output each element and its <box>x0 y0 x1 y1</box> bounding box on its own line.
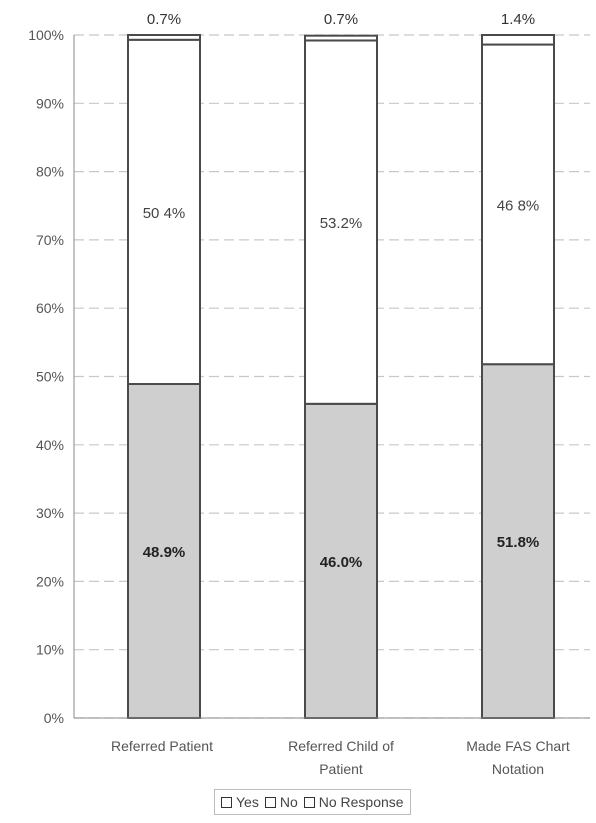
data-label-no-response: 0.7% <box>324 11 358 28</box>
x-tick-label: Made FAS Chart <box>466 738 570 754</box>
y-tick-label: 20% <box>36 573 64 589</box>
y-tick-label: 100% <box>28 27 64 43</box>
y-tick-label: 30% <box>36 505 64 521</box>
data-label-no-response: 1.4% <box>501 11 535 28</box>
data-label-no-response: 0.7% <box>147 11 181 28</box>
bar-no-response <box>481 34 555 46</box>
legend-swatch-no <box>264 796 276 808</box>
x-tick-label: Referred Patient <box>111 738 213 754</box>
bar-no <box>481 43 555 366</box>
y-tick-label: 90% <box>36 95 64 111</box>
legend-item-no-response: No Response <box>303 794 404 810</box>
y-tick-label: 50% <box>36 369 64 385</box>
data-label-yes: 46.0% <box>320 554 363 571</box>
legend-item-yes: Yes <box>221 794 259 810</box>
y-tick-label: 10% <box>36 642 64 658</box>
y-tick-label: 60% <box>36 300 64 316</box>
y-tick-label: 0% <box>44 710 64 726</box>
bar-yes <box>304 402 378 719</box>
data-label-yes: 51.8% <box>497 534 540 551</box>
bar-no-response <box>304 34 378 42</box>
data-label-yes: 48.9% <box>143 544 186 561</box>
x-tick-label: Notation <box>492 761 544 777</box>
data-label-no: 46 8% <box>497 197 540 214</box>
data-label-no: 53.2% <box>320 215 363 232</box>
x-tick-label: Patient <box>319 761 363 777</box>
y-tick-label: 80% <box>36 164 64 180</box>
bar-yes <box>481 363 555 719</box>
legend-item-no: No <box>264 794 298 810</box>
data-label-no: 50 4% <box>143 205 186 222</box>
legend-label-no-response: No Response <box>318 794 404 810</box>
y-tick-label: 70% <box>36 232 64 248</box>
bar-no-response <box>127 34 201 41</box>
x-tick-label: Referred Child of <box>288 738 394 754</box>
legend-label-no: No <box>279 794 298 810</box>
legend-swatch-yes <box>221 796 232 808</box>
legend-swatch-no-response <box>303 796 315 808</box>
bar-no <box>304 39 378 405</box>
legend: Yes No No Response <box>214 789 411 815</box>
y-tick-label: 40% <box>36 437 64 453</box>
legend-label-yes: Yes <box>236 794 259 810</box>
